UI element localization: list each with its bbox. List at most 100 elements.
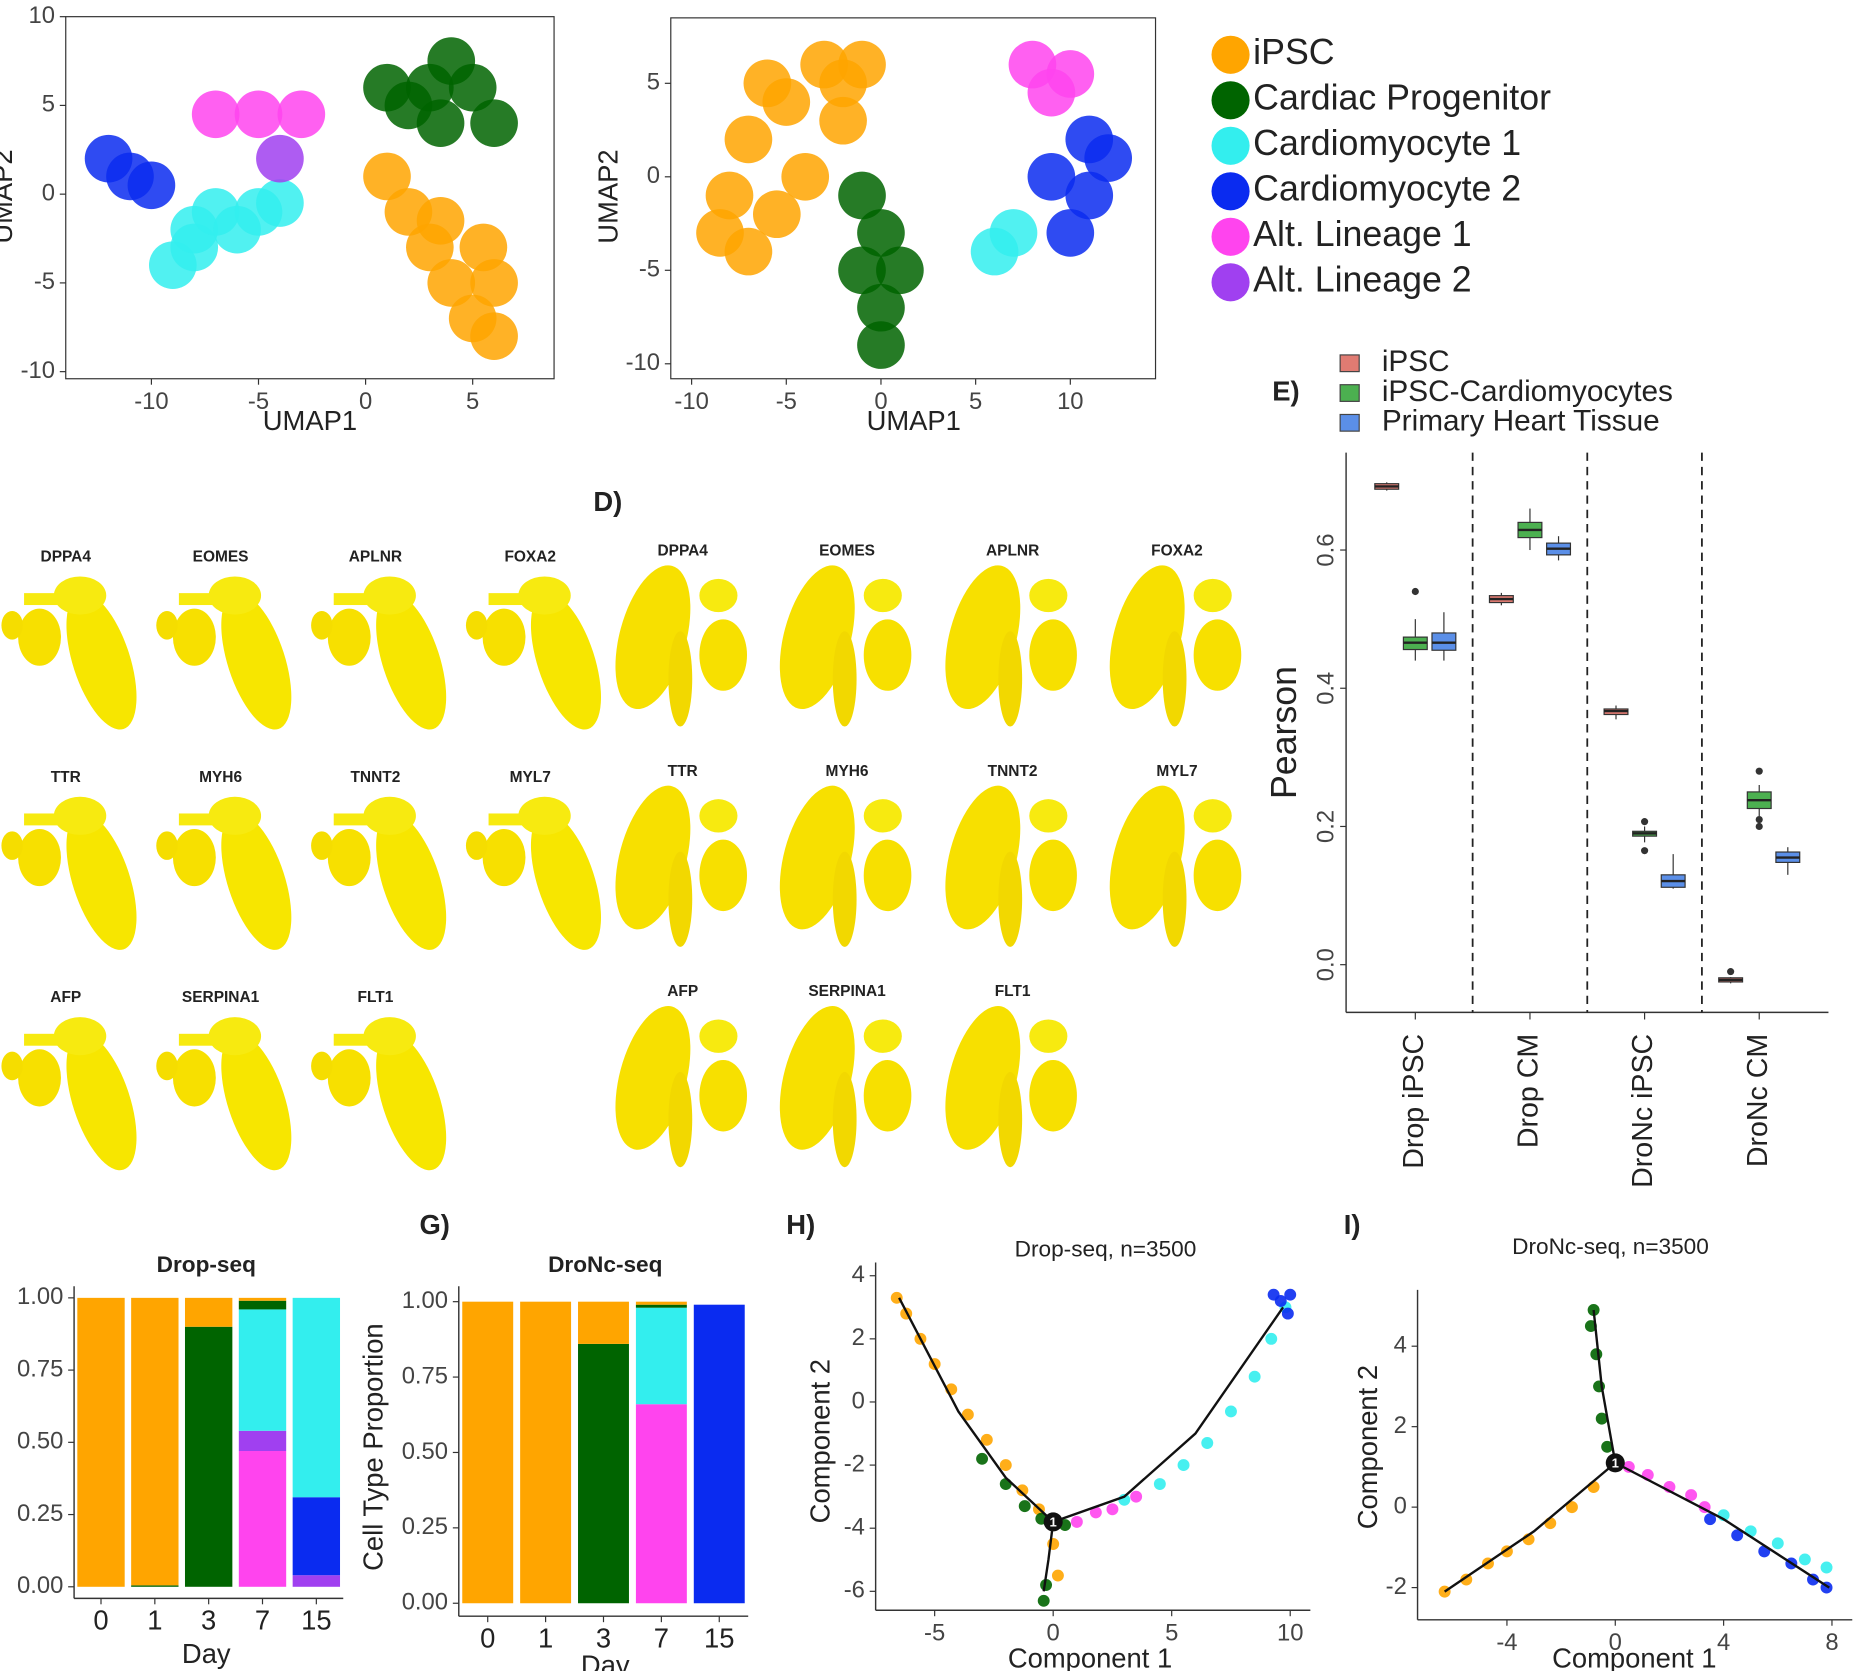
bar-segment xyxy=(184,1326,233,1587)
outlier xyxy=(1641,847,1649,855)
point xyxy=(1820,1561,1833,1574)
cell-cloud xyxy=(178,813,233,826)
y-tick-label: 0.00 xyxy=(17,1572,63,1599)
point xyxy=(743,59,792,108)
x-tick-label: 5 xyxy=(1165,1619,1178,1646)
y-tick-label: 0.25 xyxy=(402,1513,448,1540)
y-tick-label: 2 xyxy=(852,1324,865,1351)
x-tick-label: 7 xyxy=(654,1622,669,1653)
point xyxy=(1704,1513,1717,1526)
trajectory xyxy=(1042,1521,1055,1592)
point xyxy=(416,99,465,147)
cell-cloud xyxy=(1193,839,1242,912)
x-axis-label: Component 1 xyxy=(1008,1643,1172,1671)
cell-cloud xyxy=(668,851,693,947)
trajectory xyxy=(898,1297,1054,1523)
feature-thumbnail xyxy=(615,565,748,727)
panel-label: D) xyxy=(593,486,622,517)
bar-segment xyxy=(462,1301,514,1604)
cell-cloud xyxy=(1,1051,23,1081)
y-tick-label: -10 xyxy=(626,349,660,376)
cell-cloud xyxy=(333,813,388,826)
bar-segment xyxy=(693,1304,745,1604)
y-tick-label: 0.75 xyxy=(402,1362,448,1389)
y-tick-label: 0.00 xyxy=(402,1589,448,1616)
cell-cloud xyxy=(66,592,137,730)
cell-cloud xyxy=(221,812,292,950)
cell-cloud xyxy=(1162,631,1187,727)
point xyxy=(470,99,518,147)
branch-label: 1 xyxy=(1612,1456,1619,1471)
branch-point xyxy=(1605,1453,1625,1473)
x-axis-label: UMAP1 xyxy=(867,405,961,436)
y-tick-label: -2 xyxy=(1386,1573,1407,1600)
legend-swatch xyxy=(1339,413,1360,432)
point xyxy=(1601,1440,1614,1453)
point xyxy=(363,152,411,201)
cell-cloud xyxy=(376,1033,447,1171)
point xyxy=(1016,1484,1029,1497)
point xyxy=(1565,1501,1578,1514)
legend-marker xyxy=(1211,263,1250,302)
plot-frame xyxy=(670,17,1157,380)
chart-title: Drop-seq xyxy=(157,1252,256,1277)
y-tick-label: -5 xyxy=(639,256,660,283)
y-axis-label: Component 2 xyxy=(1352,1365,1383,1529)
cell-cloud xyxy=(863,799,902,833)
x-tick-label: 1 xyxy=(538,1622,553,1653)
legend-marker xyxy=(1211,217,1250,256)
feature-thumbnail xyxy=(156,1017,292,1171)
panel-label: E) xyxy=(1272,375,1299,406)
y-tick-label: 0 xyxy=(1394,1492,1407,1519)
y-tick-label: 0 xyxy=(42,179,55,206)
cell-cloud xyxy=(156,1051,178,1081)
cell-cloud xyxy=(1162,851,1187,947)
gene-label: MYL7 xyxy=(510,769,551,786)
y-tick-label: 1.00 xyxy=(17,1283,63,1310)
feature-thumbnail xyxy=(156,576,292,730)
point xyxy=(1177,1459,1190,1472)
cell-cloud xyxy=(333,593,388,606)
point xyxy=(1248,1370,1261,1383)
y-tick-label: -10 xyxy=(21,357,55,384)
cell-cloud xyxy=(311,831,333,860)
point xyxy=(1281,1307,1294,1320)
y-tick-label: 4 xyxy=(1394,1331,1407,1358)
point xyxy=(753,190,801,239)
x-tick-label: 0 xyxy=(93,1604,108,1635)
outlier xyxy=(1755,815,1763,824)
cell-cloud xyxy=(1029,799,1068,833)
cell-cloud xyxy=(1029,1060,1077,1132)
outlier xyxy=(1755,767,1763,775)
point xyxy=(876,246,924,295)
branch-label: 1 xyxy=(1050,1515,1057,1530)
panel-label: H) xyxy=(786,1209,815,1240)
cell-cloud xyxy=(156,831,178,860)
point xyxy=(696,209,744,257)
x-tick-label: 0 xyxy=(874,388,887,415)
point xyxy=(256,134,304,183)
x-axis-label: Component 1 xyxy=(1552,1643,1716,1671)
feature-thumbnail xyxy=(615,1006,748,1168)
cell-cloud xyxy=(465,831,488,860)
bar-segment xyxy=(635,1304,687,1308)
cell-cloud xyxy=(863,1060,912,1132)
legend-label: Alt. Lineage 2 xyxy=(1253,260,1471,300)
y-tick-label: 0.75 xyxy=(17,1355,63,1382)
feature-thumbnail xyxy=(945,565,1077,727)
feature-thumbnail xyxy=(1,796,137,950)
point xyxy=(191,90,240,139)
point xyxy=(1065,171,1114,220)
point xyxy=(838,246,886,295)
gene-label: APLNR xyxy=(986,543,1039,560)
gene-label: TTR xyxy=(51,769,81,786)
x-tick-label: 3 xyxy=(596,1622,611,1653)
legend-marker xyxy=(1211,81,1250,120)
cell-cloud xyxy=(18,608,61,666)
bar-segment xyxy=(131,1585,179,1587)
x-tick-label: 0 xyxy=(1047,1619,1060,1646)
cell-cloud xyxy=(668,1071,693,1168)
bar-segment xyxy=(238,1297,287,1301)
gene-label: EOMES xyxy=(819,543,875,560)
cell-cloud xyxy=(482,828,526,887)
